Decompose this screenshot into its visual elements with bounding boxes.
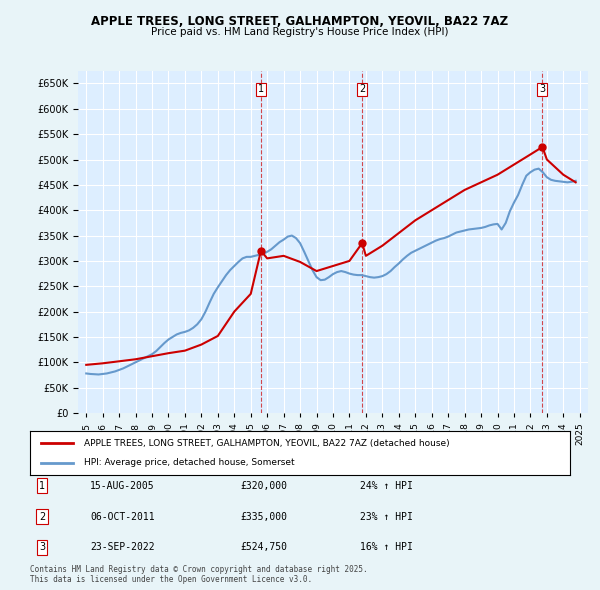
- Text: 2: 2: [359, 84, 365, 94]
- Text: 1: 1: [39, 481, 45, 491]
- Text: 23-SEP-2022: 23-SEP-2022: [90, 542, 155, 552]
- Text: Price paid vs. HM Land Registry's House Price Index (HPI): Price paid vs. HM Land Registry's House …: [151, 27, 449, 37]
- Text: 15-AUG-2005: 15-AUG-2005: [90, 481, 155, 491]
- Text: APPLE TREES, LONG STREET, GALHAMPTON, YEOVIL, BA22 7AZ (detached house): APPLE TREES, LONG STREET, GALHAMPTON, YE…: [84, 438, 449, 448]
- Text: HPI: Average price, detached house, Somerset: HPI: Average price, detached house, Some…: [84, 458, 295, 467]
- Text: 3: 3: [39, 542, 45, 552]
- Text: £524,750: £524,750: [240, 542, 287, 552]
- Text: 3: 3: [539, 84, 545, 94]
- Text: £335,000: £335,000: [240, 512, 287, 522]
- Text: 06-OCT-2011: 06-OCT-2011: [90, 512, 155, 522]
- Text: £320,000: £320,000: [240, 481, 287, 491]
- Text: Contains HM Land Registry data © Crown copyright and database right 2025.
This d: Contains HM Land Registry data © Crown c…: [30, 565, 368, 584]
- Text: 2: 2: [39, 512, 45, 522]
- Text: 1: 1: [258, 84, 264, 94]
- Text: 23% ↑ HPI: 23% ↑ HPI: [360, 512, 413, 522]
- Text: 16% ↑ HPI: 16% ↑ HPI: [360, 542, 413, 552]
- Text: 24% ↑ HPI: 24% ↑ HPI: [360, 481, 413, 491]
- Text: APPLE TREES, LONG STREET, GALHAMPTON, YEOVIL, BA22 7AZ: APPLE TREES, LONG STREET, GALHAMPTON, YE…: [91, 15, 509, 28]
